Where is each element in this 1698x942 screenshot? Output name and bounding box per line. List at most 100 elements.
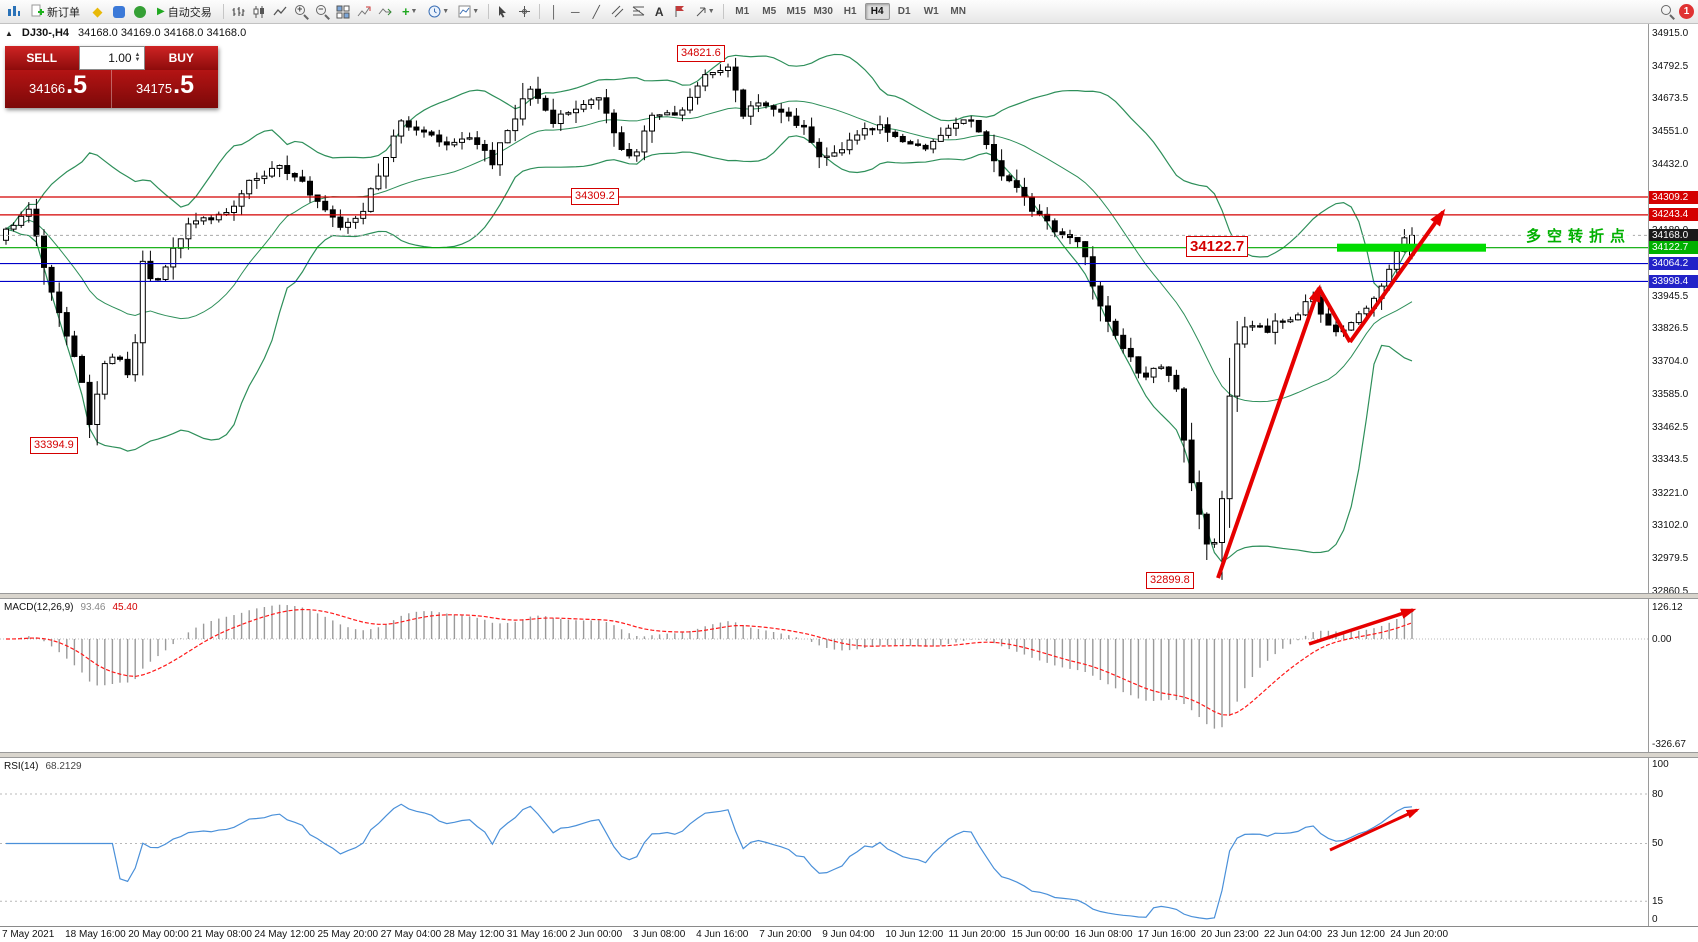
volume-down-icon[interactable]: ▼ <box>134 57 141 63</box>
new-order-button[interactable]: 新订单 <box>25 2 86 22</box>
shapes-button[interactable]: ▼ <box>692 2 718 21</box>
timeframe-m5[interactable]: M5 <box>762 6 777 17</box>
bar-chart-icon[interactable] <box>229 2 248 21</box>
one-click-collapse-icon[interactable]: ▲ <box>5 28 13 38</box>
indicator-axis-label: 0 <box>1652 914 1658 925</box>
timeframe-w1[interactable]: W1 <box>923 6 939 17</box>
metaeditor-icon[interactable]: ◆ <box>92 3 103 19</box>
price-axis-label: 32979.5 <box>1652 553 1689 565</box>
market-icon[interactable] <box>109 2 128 21</box>
rsi-panel[interactable]: RSI(14) 68.2129 <box>0 758 1698 926</box>
label-flag-icon[interactable] <box>671 2 690 21</box>
price-callout-label[interactable]: 32899.8 <box>1146 572 1194 589</box>
time-axis-label: 20 Jun 23:00 <box>1200 929 1259 940</box>
price-callout-label[interactable]: 34122.7 <box>1186 236 1249 257</box>
price-axis-label: 32860.5 <box>1652 585 1689 597</box>
indicator-axis-label: 100 <box>1652 759 1669 770</box>
horizontal-line-icon[interactable]: ─ <box>570 4 580 19</box>
candlestick-chart-icon[interactable] <box>250 2 269 21</box>
rsi-canvas[interactable] <box>0 758 1648 926</box>
panel-separator[interactable] <box>0 593 1698 599</box>
trendline-icon[interactable]: ╱ <box>592 4 600 19</box>
sell-button[interactable]: SELL <box>5 46 79 70</box>
timeframe-d1[interactable]: D1 <box>897 6 911 17</box>
time-axis-label: 11 Jun 20:00 <box>948 929 1006 940</box>
timeframe-m1[interactable]: M1 <box>735 6 750 17</box>
periods-button[interactable]: ▼ <box>425 2 453 21</box>
arrow-shape-icon <box>696 7 706 16</box>
cursor-icon[interactable] <box>494 2 513 21</box>
time-axis-label: 7 May 2021 <box>2 929 55 940</box>
services-icon[interactable] <box>130 2 149 21</box>
auto-trading-button[interactable]: ▶ 自动交易 <box>151 2 218 22</box>
volume-field[interactable]: ▲ ▼ <box>78 46 145 70</box>
time-axis-label: 18 May 16:00 <box>65 929 126 940</box>
volume-input[interactable] <box>87 51 132 65</box>
trade-panel-prices: 34166 .5 34175 .5 <box>5 70 218 108</box>
time-axis-label: 25 May 20:00 <box>317 929 379 940</box>
rsi-value: 68.2129 <box>45 761 82 772</box>
sell-price[interactable]: 34166 .5 <box>5 70 112 108</box>
indicators-add-button[interactable]: + ▼ <box>397 2 423 21</box>
support-highlight[interactable] <box>1337 243 1486 252</box>
price-callout-label[interactable]: 33394.9 <box>30 437 78 454</box>
time-axis-label: 4 Jun 16:00 <box>696 929 749 940</box>
price-callout-label[interactable]: 34309.2 <box>571 188 619 205</box>
trend-arrows[interactable] <box>1216 208 1446 579</box>
templates-button[interactable]: ▼ <box>455 2 483 21</box>
price-tag[interactable]: 34309.2 <box>1649 190 1698 204</box>
crosshair-icon[interactable] <box>515 2 534 21</box>
macd-trend-arrow[interactable] <box>1308 608 1417 646</box>
volume-up-icon[interactable]: ▲ <box>134 52 141 58</box>
timeframe-h1[interactable]: H1 <box>843 6 857 17</box>
price-callout-label[interactable]: 34821.6 <box>677 45 725 62</box>
price-tag[interactable]: 34168.0 <box>1649 228 1698 242</box>
macd-name: MACD(12,26,9) <box>4 602 74 613</box>
indicator-axis-label: 0.00 <box>1652 634 1672 645</box>
timeframe-mn[interactable]: MN <box>950 6 966 17</box>
macd-canvas[interactable] <box>0 599 1648 752</box>
timeframe-h4[interactable]: H4 <box>864 3 890 20</box>
chart-window-icon[interactable] <box>4 2 23 21</box>
search-icon[interactable] <box>1658 2 1677 21</box>
candlestick-chart-canvas[interactable] <box>0 24 1648 593</box>
sell-price-frac: .5 <box>66 71 87 99</box>
vertical-line-icon[interactable]: │ <box>550 4 558 19</box>
time-axis-label: 3 Jun 08:00 <box>633 929 686 940</box>
zoom-in-icon[interactable]: + <box>292 2 311 21</box>
time-axis[interactable]: 7 May 2021 18 May 16:00 20 May 00:00 21 May… <box>0 926 1698 942</box>
market-icon-glyph <box>112 5 125 18</box>
time-axis-label: 24 Jun 20:00 <box>1390 929 1449 940</box>
line-chart-icon[interactable] <box>271 2 290 21</box>
auto-scroll-icon[interactable] <box>376 2 395 21</box>
panel-separator[interactable] <box>0 752 1698 758</box>
time-axis-label: 2 Jun 00:00 <box>569 929 623 940</box>
buy-button[interactable]: BUY <box>144 46 218 70</box>
fibonacci-icon[interactable] <box>629 2 648 21</box>
timeframe-m30[interactable]: M30 <box>813 6 833 17</box>
indicator-axis-label: 15 <box>1652 896 1664 907</box>
turning-point-annotation[interactable]: 多空转折点 <box>1524 225 1634 246</box>
tile-windows-icon[interactable] <box>334 2 353 21</box>
rsi-line <box>6 803 1413 920</box>
price-axis-label: 34673.5 <box>1652 93 1689 105</box>
price-tag[interactable]: 34122.7 <box>1649 241 1698 255</box>
chart-shift-icon[interactable] <box>355 2 374 21</box>
rsi-trend-arrow[interactable] <box>1329 808 1420 852</box>
buy-price[interactable]: 34175 .5 <box>112 70 218 108</box>
timeframe-m15[interactable]: M15 <box>786 6 806 17</box>
price-tag[interactable]: 34064.2 <box>1649 257 1698 271</box>
zoom-out-glyph: − <box>315 4 330 19</box>
macd-panel[interactable]: MACD(12,26,9) 93.46 45.40 <box>0 599 1698 752</box>
chevron-down-icon: ▼ <box>472 8 480 15</box>
price-tag[interactable]: 33998.4 <box>1649 274 1698 288</box>
channel-icon[interactable] <box>608 2 627 21</box>
alert-badge[interactable]: 1 <box>1679 4 1694 19</box>
price-tag[interactable]: 34243.4 <box>1649 208 1698 222</box>
zoom-out-icon[interactable]: − <box>313 2 332 21</box>
macd-signal-line <box>5 608 1413 716</box>
time-axis-label: 21 May 08:00 <box>191 929 252 940</box>
text-tool-icon[interactable]: A <box>654 4 664 19</box>
one-click-trade-panel: SELL ▲ ▼ BUY 34166 .5 34175 .5 <box>5 46 218 108</box>
main-chart-panel[interactable]: ▲ DJ30-,H4 34168.0 34169.0 34168.0 34168… <box>0 24 1698 593</box>
